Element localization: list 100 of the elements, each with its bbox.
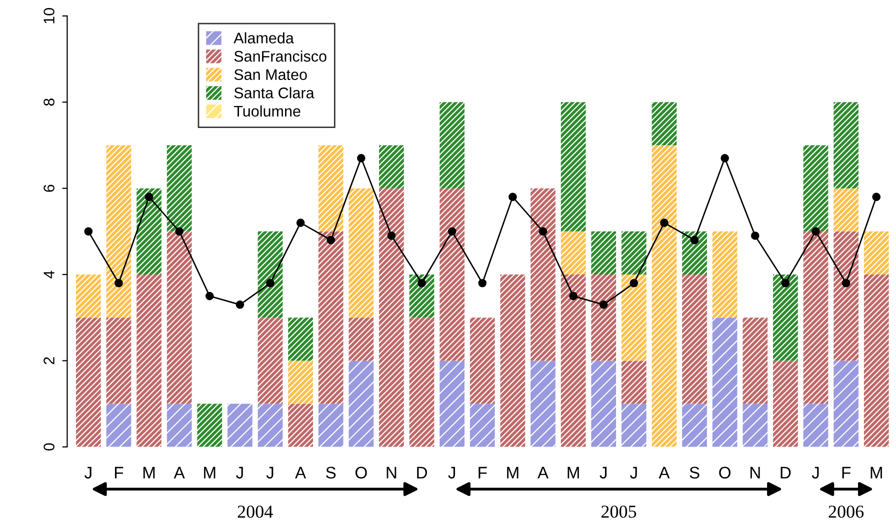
point	[569, 292, 578, 300]
point	[175, 227, 184, 236]
bar	[440, 360, 465, 447]
x-tick-label: J	[600, 466, 607, 479]
point	[418, 278, 426, 288]
bar	[682, 231, 707, 275]
bar	[258, 231, 283, 318]
bar	[197, 404, 222, 447]
point	[448, 227, 456, 236]
y-tick-label: 4	[44, 270, 54, 278]
bar	[742, 404, 768, 447]
bar	[834, 188, 858, 232]
bar	[864, 274, 889, 447]
bar	[318, 404, 344, 447]
x-tick-label: F	[478, 466, 487, 478]
point	[660, 218, 668, 227]
point	[750, 232, 760, 240]
x-tick-label: M	[568, 466, 579, 478]
text: 2006	[828, 506, 864, 518]
bar	[440, 102, 465, 188]
bar	[803, 404, 828, 447]
bar	[803, 145, 828, 232]
bar	[379, 145, 404, 188]
bar	[440, 188, 465, 361]
legend-label: SanFrancisco	[234, 50, 326, 62]
bar	[621, 231, 646, 275]
point	[326, 236, 336, 244]
x-tick-label: A	[537, 466, 549, 478]
bar	[530, 188, 556, 361]
bar	[409, 274, 434, 318]
text: 2004	[238, 506, 273, 518]
x-tick-label: M	[507, 466, 518, 478]
bar	[834, 102, 858, 188]
x-tick-label: S	[690, 466, 700, 479]
legend-label: Alameda	[234, 32, 294, 44]
bar	[834, 231, 858, 361]
x-tick-label: J	[630, 466, 637, 479]
x-tick-label: O	[355, 466, 367, 479]
bar	[560, 274, 586, 447]
text: 2005	[602, 506, 636, 518]
bar	[621, 274, 646, 361]
point	[266, 278, 274, 288]
bar	[712, 231, 738, 318]
bar	[682, 404, 707, 447]
bar	[591, 231, 616, 275]
bar	[106, 145, 132, 318]
bar	[621, 404, 646, 447]
x-tick-label: A	[174, 466, 185, 478]
bar	[470, 318, 495, 404]
point	[357, 154, 366, 162]
y-tick-label: 2	[44, 357, 54, 364]
x-tick-label: D	[417, 466, 427, 478]
x-tick-label: J	[448, 466, 456, 479]
point	[478, 278, 487, 288]
bar	[773, 274, 798, 361]
point	[387, 232, 396, 240]
x-tick-label: M	[143, 466, 155, 478]
bar	[106, 318, 132, 404]
x-tick-label: J	[266, 466, 274, 479]
point	[842, 278, 850, 288]
legend-label: San Mateo	[234, 69, 307, 80]
bar	[530, 360, 556, 447]
bar	[379, 188, 404, 447]
bar	[348, 318, 374, 361]
bar	[834, 360, 858, 447]
bar	[591, 274, 616, 361]
bar	[106, 404, 132, 447]
bar	[288, 318, 313, 361]
bar	[591, 360, 616, 447]
bar	[470, 404, 495, 447]
x-tick-label: N	[750, 466, 760, 478]
y-tick-label: 8	[44, 98, 54, 106]
point	[205, 292, 214, 300]
y-tick-label: 10	[44, 8, 54, 24]
bar	[76, 274, 101, 318]
point	[84, 227, 93, 236]
bar	[258, 404, 283, 447]
bar	[560, 231, 586, 275]
bar	[409, 318, 434, 447]
bar	[803, 231, 828, 404]
x-tick-label: M	[204, 466, 216, 478]
bar	[500, 274, 526, 447]
point	[812, 227, 820, 236]
x-tick-label: F	[114, 466, 124, 478]
x-tick-label: J	[236, 466, 243, 479]
bar	[712, 318, 738, 447]
bar	[742, 318, 768, 404]
legend-label: Tuolumne	[234, 105, 300, 117]
point	[599, 300, 608, 309]
point	[872, 192, 881, 202]
bar	[258, 318, 283, 404]
bar	[864, 231, 889, 275]
point	[296, 218, 305, 227]
x-tick-label: J	[84, 466, 92, 479]
point	[144, 192, 154, 202]
point	[508, 192, 517, 202]
point	[236, 300, 244, 309]
bar	[318, 145, 344, 232]
x-tick-label: O	[719, 466, 731, 479]
x-tick-label: D	[780, 466, 791, 478]
